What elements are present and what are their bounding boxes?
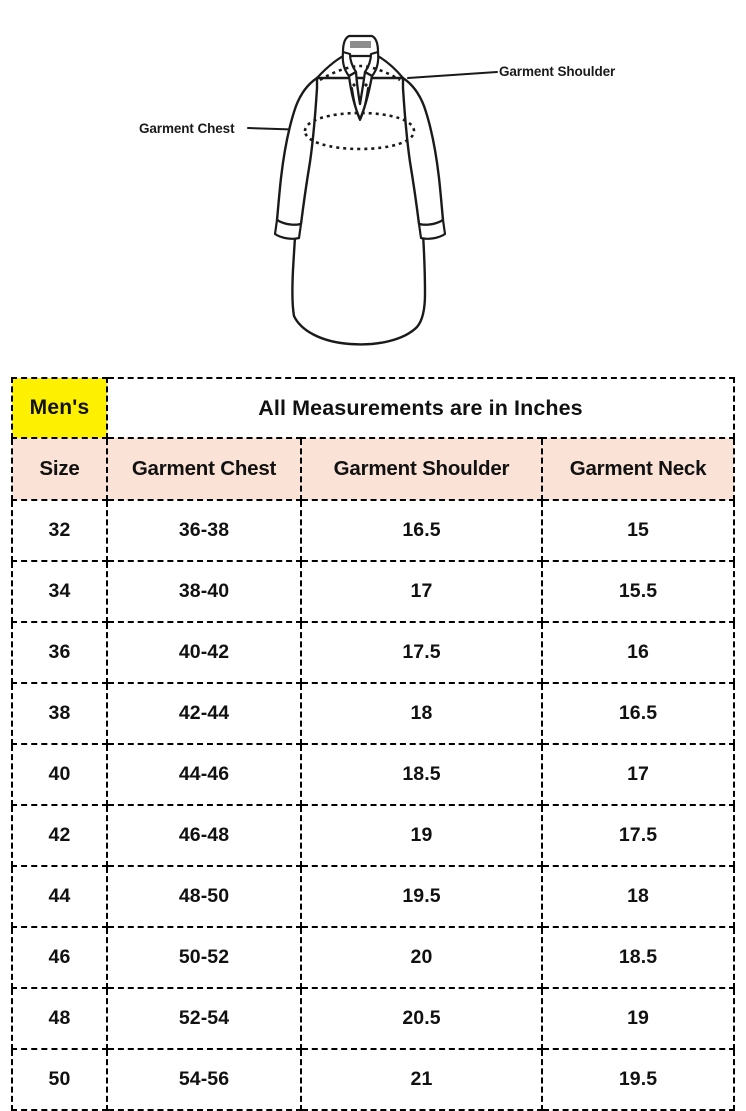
shoulder-measure-guide	[319, 64, 401, 82]
size-chart-table-container: Men's All Measurements are in Inches Siz…	[11, 377, 736, 1111]
table-row: 46 50-52 20 18.5	[11, 926, 736, 989]
cell-size: 44	[11, 865, 108, 928]
table-row: 38 42-44 18 16.5	[11, 682, 736, 745]
cell-chest: 38-40	[106, 560, 302, 623]
cell-chest: 50-52	[106, 926, 302, 989]
column-header-garment-chest: Garment Chest	[106, 437, 302, 501]
cell-size: 34	[11, 560, 108, 623]
cell-neck: 18	[540, 865, 736, 928]
table-row: 36 40-42 17.5 16	[11, 621, 736, 684]
button-lower	[364, 83, 368, 87]
cell-size: 42	[11, 804, 108, 867]
measurement-units-title: All Measurements are in Inches	[105, 377, 736, 439]
cell-shoulder: 19.5	[300, 865, 543, 928]
cell-neck: 16.5	[540, 682, 736, 745]
cell-shoulder: 17.5	[300, 621, 543, 684]
callout-label-garment-chest: Garment Chest	[139, 121, 235, 136]
column-header-size: Size	[11, 437, 108, 501]
cell-shoulder: 17	[300, 560, 543, 623]
cell-chest: 46-48	[106, 804, 302, 867]
cell-neck: 19	[540, 987, 736, 1050]
cuff-right	[417, 218, 447, 240]
placket-notch	[351, 87, 369, 121]
cell-neck: 15	[540, 499, 736, 562]
cell-neck: 18.5	[540, 926, 736, 989]
garment-illustration: Garment Chest Garment Shoulder	[0, 0, 746, 368]
collar-inner-shadow	[350, 41, 371, 48]
cell-neck: 17.5	[540, 804, 736, 867]
size-chart-table: Men's All Measurements are in Inches Siz…	[11, 377, 736, 1111]
table-row: 40 44-46 18.5 17	[11, 743, 736, 806]
cell-shoulder: 20	[300, 926, 543, 989]
cell-size: 38	[11, 682, 108, 745]
column-header-row: Size Garment Chest Garment Shoulder Garm…	[11, 437, 736, 501]
column-header-garment-neck: Garment Neck	[540, 437, 736, 501]
cell-shoulder: 16.5	[300, 499, 543, 562]
cell-shoulder: 18.5	[300, 743, 543, 806]
table-row: 48 52-54 20.5 19	[11, 987, 736, 1050]
cell-chest: 40-42	[106, 621, 302, 684]
cell-neck: 17	[540, 743, 736, 806]
cell-size: 32	[11, 499, 108, 562]
cell-neck: 15.5	[540, 560, 736, 623]
cell-size: 36	[11, 621, 108, 684]
cuff-left	[273, 218, 303, 240]
button-upper	[352, 83, 356, 87]
leader-line-shoulder	[407, 71, 498, 79]
cell-shoulder: 18	[300, 682, 543, 745]
cell-shoulder: 19	[300, 804, 543, 867]
table-row: 42 46-48 19 17.5	[11, 804, 736, 867]
brand-cell: Men's	[11, 377, 108, 439]
cell-size: 40	[11, 743, 108, 806]
cell-neck: 16	[540, 621, 736, 684]
table-row: 44 48-50 19.5 18	[11, 865, 736, 928]
cell-size: 48	[11, 987, 108, 1050]
size-chart-body: Men's All Measurements are in Inches Siz…	[11, 377, 736, 1111]
callout-label-garment-shoulder: Garment Shoulder	[499, 64, 616, 79]
cell-chest: 42-44	[106, 682, 302, 745]
cell-chest: 48-50	[106, 865, 302, 928]
cell-shoulder: 20.5	[300, 987, 543, 1050]
table-row: 32 36-38 16.5 15	[11, 499, 736, 562]
table-row: 34 38-40 17 15.5	[11, 560, 736, 623]
chest-measure-guide	[303, 111, 416, 151]
cell-size: 46	[11, 926, 108, 989]
table-title-row: Men's All Measurements are in Inches	[11, 377, 736, 439]
cell-chest: 52-54	[106, 987, 302, 1050]
column-header-garment-shoulder: Garment Shoulder	[300, 437, 543, 501]
cell-chest: 44-46	[106, 743, 302, 806]
cell-chest: 36-38	[106, 499, 302, 562]
kurta-line-drawing	[247, 34, 498, 346]
